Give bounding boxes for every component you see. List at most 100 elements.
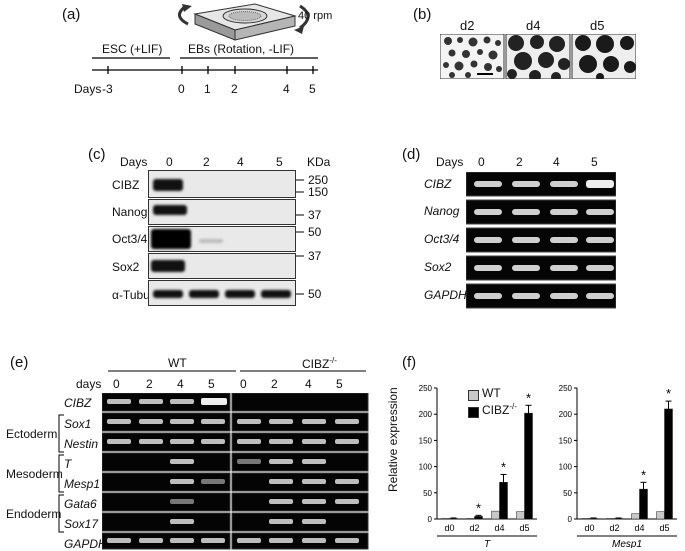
y-tick-label: 250 (419, 384, 433, 393)
marker-label: 250 (308, 173, 329, 187)
bar-ko (524, 412, 533, 520)
gel-e-row-label: Gata6 (64, 497, 97, 511)
day-tick-label: -3 (102, 82, 113, 96)
gel-e-day: 4 (177, 377, 184, 391)
y-tick-label: 0 (568, 515, 573, 524)
ectoderm-label: Ectoderm (6, 427, 58, 441)
western-blot-oct34 (148, 226, 296, 252)
bar-wt (631, 513, 640, 520)
gel-row-label: CIBZ (424, 177, 452, 191)
gel-row-label: Nanog (424, 204, 460, 218)
bar-wt (441, 518, 450, 520)
panel-d-letter: (d) (402, 146, 421, 163)
significance-star: * (666, 386, 671, 401)
gel-row-label: Oct3/4 (424, 232, 460, 246)
group-brackets (108, 370, 366, 372)
bar-chart-svg: 0 50 100 150 200 250 d0 * d2 * d4 * d5 T 0 50 100 150 200… (419, 384, 677, 548)
gel-e-day: 2 (271, 377, 278, 391)
blot-row-label: Oct3/4 (112, 232, 148, 246)
x-tick-label: d4 (494, 523, 504, 533)
rpm-label: 40 rpm (298, 10, 333, 22)
bar-ko (664, 408, 673, 520)
micro-label-d4: d4 (526, 18, 541, 33)
legend-swatch-wt (468, 390, 479, 401)
marker-label: 50 (308, 225, 322, 239)
day-tick-label: 4 (283, 82, 290, 96)
y-axis-title: Relative expression (386, 387, 400, 492)
micrograph-strip (440, 34, 636, 79)
y-tick-label: 50 (423, 489, 432, 498)
bar-ko (474, 516, 483, 520)
panel-c-letter: (c) (88, 146, 106, 163)
significance-star: * (526, 390, 531, 405)
chart-T: 0 50 100 150 200 250 d0 * d2 * d4 * d5 T (419, 384, 537, 548)
y-tick-label: 200 (419, 410, 433, 419)
bar-ko (589, 518, 598, 520)
gel-e-day: 5 (208, 377, 215, 391)
marker-ticks (296, 179, 304, 295)
panel-f-letter: (f) (402, 354, 417, 371)
bar-ko (499, 482, 508, 520)
gel-e-row-label: T (64, 457, 72, 471)
x-tick-label: d5 (659, 523, 669, 533)
x-tick-label: d0 (444, 523, 454, 533)
blot-row-label: CIBZ (112, 178, 140, 192)
legend-label-ko: CIBZ-/- (482, 402, 517, 417)
gel-e-row-label: CIBZ (64, 396, 92, 410)
y-tick-label: 150 (419, 436, 433, 445)
gel-e-row-label: Nestin (64, 437, 99, 451)
gel-row-label: GAPDH (424, 288, 467, 302)
endoderm-label: Endoderm (6, 507, 62, 521)
gene-label: Mesp1 (612, 539, 642, 548)
bar-wt (516, 511, 525, 520)
bar-wt (581, 518, 590, 520)
blot-day: 4 (237, 155, 244, 169)
marker-label: 37 (308, 208, 322, 222)
bar-wt (656, 511, 665, 520)
gel-e-day: 0 (113, 377, 120, 391)
gene-label: T (484, 539, 491, 548)
day-tick-label: 1 (204, 82, 211, 96)
y-tick-label: 0 (428, 515, 433, 524)
rt-pcr-gel-e (102, 393, 369, 550)
bar-wt (466, 518, 475, 520)
day-tick-label: 0 (178, 82, 185, 96)
gel-e-day: 4 (305, 377, 312, 391)
blot-day: 5 (276, 155, 283, 169)
marker-label: 150 (308, 185, 329, 199)
bar-ko (639, 488, 648, 520)
y-tick-label: 100 (419, 463, 433, 472)
gel-e-day: 5 (336, 377, 343, 391)
gel-e-day: 0 (240, 377, 247, 391)
rt-pcr-gel-d (466, 172, 616, 309)
western-blot-cibz (148, 170, 296, 198)
kda-label: KDa (307, 155, 331, 169)
days-label-c: Days (120, 155, 148, 169)
panel-b-letter: (b) (413, 6, 432, 23)
panel-a-letter: (a) (62, 6, 81, 23)
western-blot-nanog (148, 199, 296, 225)
esc-label: ESC (+LIF) (102, 42, 163, 56)
blot-row-label: Nanog (112, 205, 148, 219)
bar-wt (491, 510, 500, 520)
micro-label-d5: d5 (590, 18, 605, 33)
y-tick-label: 50 (563, 489, 572, 498)
y-tick-label: 150 (559, 436, 573, 445)
significance-star: * (641, 467, 646, 482)
legend-label-wt: WT (482, 386, 501, 400)
ko-group-label: CIBZ-/- (302, 356, 337, 371)
significance-star: * (501, 459, 506, 474)
bar-ko (614, 518, 623, 520)
x-tick-label: d4 (634, 523, 644, 533)
x-tick-label: d2 (609, 523, 619, 533)
wt-group-label: WT (168, 356, 187, 370)
y-tick-label: 100 (559, 463, 573, 472)
western-blot-tubulin (148, 280, 296, 306)
panel-e-letter: (e) (10, 354, 29, 371)
significance-star: * (476, 500, 481, 515)
bar-wt (606, 518, 615, 520)
ebs-label: EBs (Rotation, -LIF) (188, 42, 295, 56)
marker-label: 37 (308, 249, 322, 263)
gel-day: 2 (516, 155, 523, 169)
gel-e-row-label: Sox1 (64, 417, 92, 431)
